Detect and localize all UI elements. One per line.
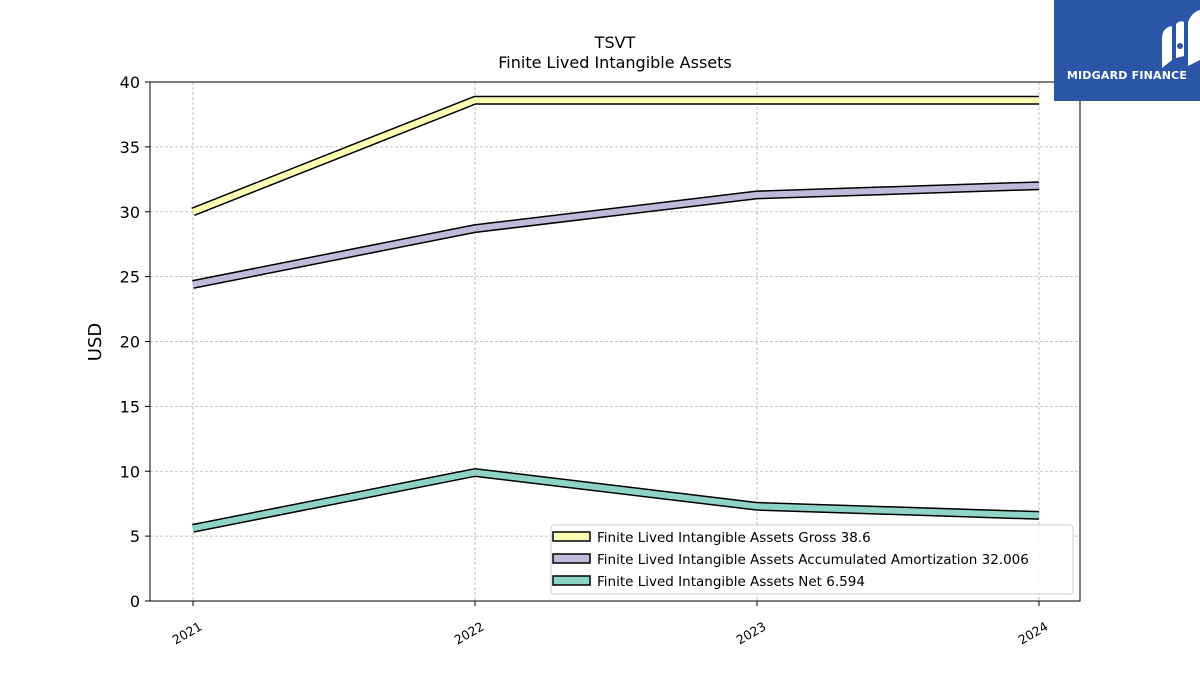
x-tick-label: 2024 bbox=[1015, 619, 1050, 648]
series-line bbox=[191, 97, 1039, 215]
y-axis-label: USD bbox=[85, 323, 106, 361]
y-tick-label: 0 bbox=[130, 592, 140, 611]
y-tick-label: 35 bbox=[120, 138, 140, 157]
x-axis-ticks: 2021 2022 2023 2024 bbox=[169, 601, 1051, 648]
series-line bbox=[192, 469, 1040, 532]
y-tick-label: 10 bbox=[120, 462, 140, 481]
legend-swatch bbox=[552, 575, 591, 586]
legend-label: Finite Lived Intangible Assets Gross 38.… bbox=[597, 530, 871, 546]
y-tick-label: 20 bbox=[120, 333, 140, 352]
legend-label: Finite Lived Intangible Assets Accumulat… bbox=[597, 552, 1029, 568]
y-tick-label: 40 bbox=[120, 73, 140, 92]
x-tick-label: 2022 bbox=[451, 619, 486, 648]
legend-box bbox=[550, 524, 1074, 595]
y-tick-label: 5 bbox=[130, 527, 140, 546]
chart-title: TSVT bbox=[594, 33, 636, 52]
y-tick-label: 25 bbox=[120, 268, 140, 287]
brand-logo: MIDGARD FINANCE bbox=[1054, 0, 1200, 101]
legend-swatch bbox=[552, 531, 591, 542]
logo-text: MIDGARD FINANCE bbox=[1066, 69, 1188, 82]
y-axis-ticks: 0 5 10 15 20 25 30 35 40 bbox=[120, 73, 150, 611]
series-lines bbox=[191, 95, 1040, 533]
grid-lines bbox=[150, 81, 1080, 602]
legend-swatch bbox=[552, 553, 591, 564]
y-tick-label: 30 bbox=[120, 203, 140, 222]
y-tick-label: 15 bbox=[120, 397, 140, 416]
legend-label: Finite Lived Intangible Assets Net 6.594 bbox=[597, 574, 865, 590]
series-outline bbox=[191, 95, 1039, 216]
chart-subtitle: Finite Lived Intangible Assets bbox=[498, 53, 731, 72]
series-outline bbox=[192, 181, 1040, 289]
x-tick-label: 2021 bbox=[169, 619, 204, 648]
series-line bbox=[192, 182, 1040, 288]
legend: Finite Lived Intangible Assets Gross 38.… bbox=[550, 524, 1074, 595]
x-tick-label: 2023 bbox=[733, 619, 768, 648]
logo-mark-icon bbox=[1162, 10, 1200, 68]
